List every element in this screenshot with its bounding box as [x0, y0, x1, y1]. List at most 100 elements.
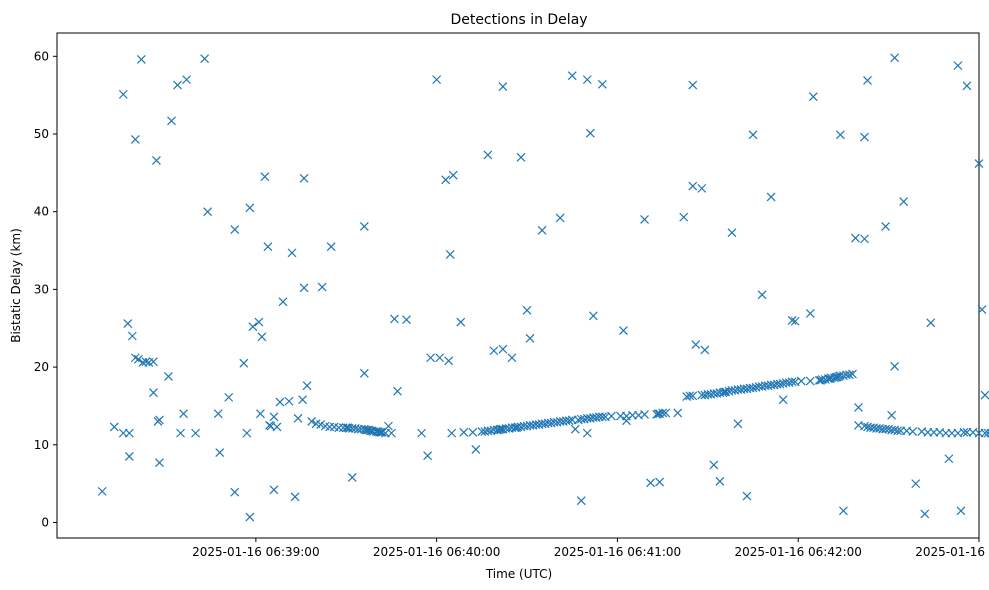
data-point	[242, 428, 252, 438]
data-point	[796, 376, 806, 386]
data-point	[230, 487, 240, 497]
data-point	[962, 81, 972, 91]
data-point	[182, 75, 191, 85]
data-point	[230, 225, 240, 234]
data-point	[402, 315, 411, 325]
data-point	[890, 361, 900, 371]
data-point	[646, 478, 655, 488]
data-point	[307, 417, 317, 426]
data-point	[141, 357, 151, 367]
data-point	[748, 383, 758, 393]
data-point	[109, 422, 119, 432]
data-point	[887, 410, 897, 420]
data-point	[721, 387, 731, 397]
data-point	[516, 152, 526, 162]
data-point	[585, 128, 595, 138]
data-point	[576, 496, 586, 506]
data-point	[567, 71, 577, 81]
data-point	[805, 376, 815, 386]
x-tick-label: 2025-01-16 06:40:00	[373, 545, 500, 559]
data-point	[622, 416, 631, 426]
data-point	[640, 215, 649, 224]
data-point	[851, 233, 860, 243]
data-point	[299, 283, 309, 293]
data-point	[123, 319, 133, 328]
data-point	[688, 391, 698, 401]
data-point	[597, 412, 607, 422]
data-point	[977, 305, 987, 315]
data-point	[155, 458, 164, 468]
data-point	[854, 403, 863, 412]
data-point	[133, 354, 143, 364]
data-point	[200, 54, 210, 64]
y-tick-label: 40	[34, 205, 49, 219]
data-point	[980, 390, 989, 400]
data-point	[173, 80, 182, 90]
data-point	[778, 395, 788, 405]
data-point	[498, 82, 508, 92]
data-point	[299, 173, 309, 183]
data-point	[447, 428, 457, 438]
data-point	[148, 388, 158, 398]
data-point	[742, 491, 752, 501]
data-point	[715, 476, 725, 486]
data-point	[248, 322, 258, 332]
data-point	[325, 422, 335, 432]
data-point	[899, 197, 909, 207]
y-tick-label: 10	[34, 438, 49, 452]
data-point	[956, 506, 966, 516]
data-point	[441, 175, 451, 185]
data-point	[326, 242, 336, 252]
data-point	[808, 92, 818, 102]
data-point	[118, 89, 128, 99]
y-tick-label: 60	[34, 49, 49, 63]
data-point	[387, 428, 396, 438]
data-point	[152, 155, 161, 165]
data-point	[136, 54, 146, 64]
data-point	[766, 192, 776, 202]
data-point	[468, 427, 478, 437]
data-point	[959, 427, 969, 437]
data-point	[290, 492, 300, 502]
data-point	[417, 428, 427, 438]
data-point	[564, 416, 574, 426]
data-point	[838, 506, 848, 516]
data-point	[257, 332, 267, 342]
data-point	[787, 377, 797, 387]
data-point	[679, 212, 689, 222]
data-point	[655, 477, 665, 487]
data-point	[203, 207, 213, 217]
data-point	[908, 427, 918, 436]
data-point	[448, 170, 458, 180]
data-point	[393, 386, 402, 396]
data-point	[983, 428, 989, 438]
y-tick-label: 20	[34, 360, 49, 374]
data-point	[269, 485, 279, 495]
data-point	[537, 225, 547, 235]
data-point	[787, 316, 797, 325]
data-point	[860, 234, 869, 244]
data-point	[260, 172, 270, 182]
data-point	[805, 309, 815, 318]
data-point	[640, 410, 649, 419]
data-point	[317, 282, 327, 292]
data-point	[697, 183, 707, 193]
data-point	[263, 242, 273, 252]
data-point	[191, 428, 201, 438]
data-point	[748, 130, 758, 140]
data-point	[359, 222, 369, 231]
data-point	[124, 428, 134, 438]
data-point	[215, 448, 225, 457]
data-point	[597, 79, 607, 89]
data-point	[302, 381, 312, 391]
data-point	[757, 290, 767, 300]
data-point	[489, 346, 499, 356]
data-point	[293, 413, 303, 423]
data-points	[97, 53, 989, 522]
data-point	[733, 419, 743, 429]
data-point	[254, 317, 264, 327]
data-point	[688, 181, 698, 191]
data-point	[688, 80, 698, 90]
data-point	[845, 370, 854, 380]
